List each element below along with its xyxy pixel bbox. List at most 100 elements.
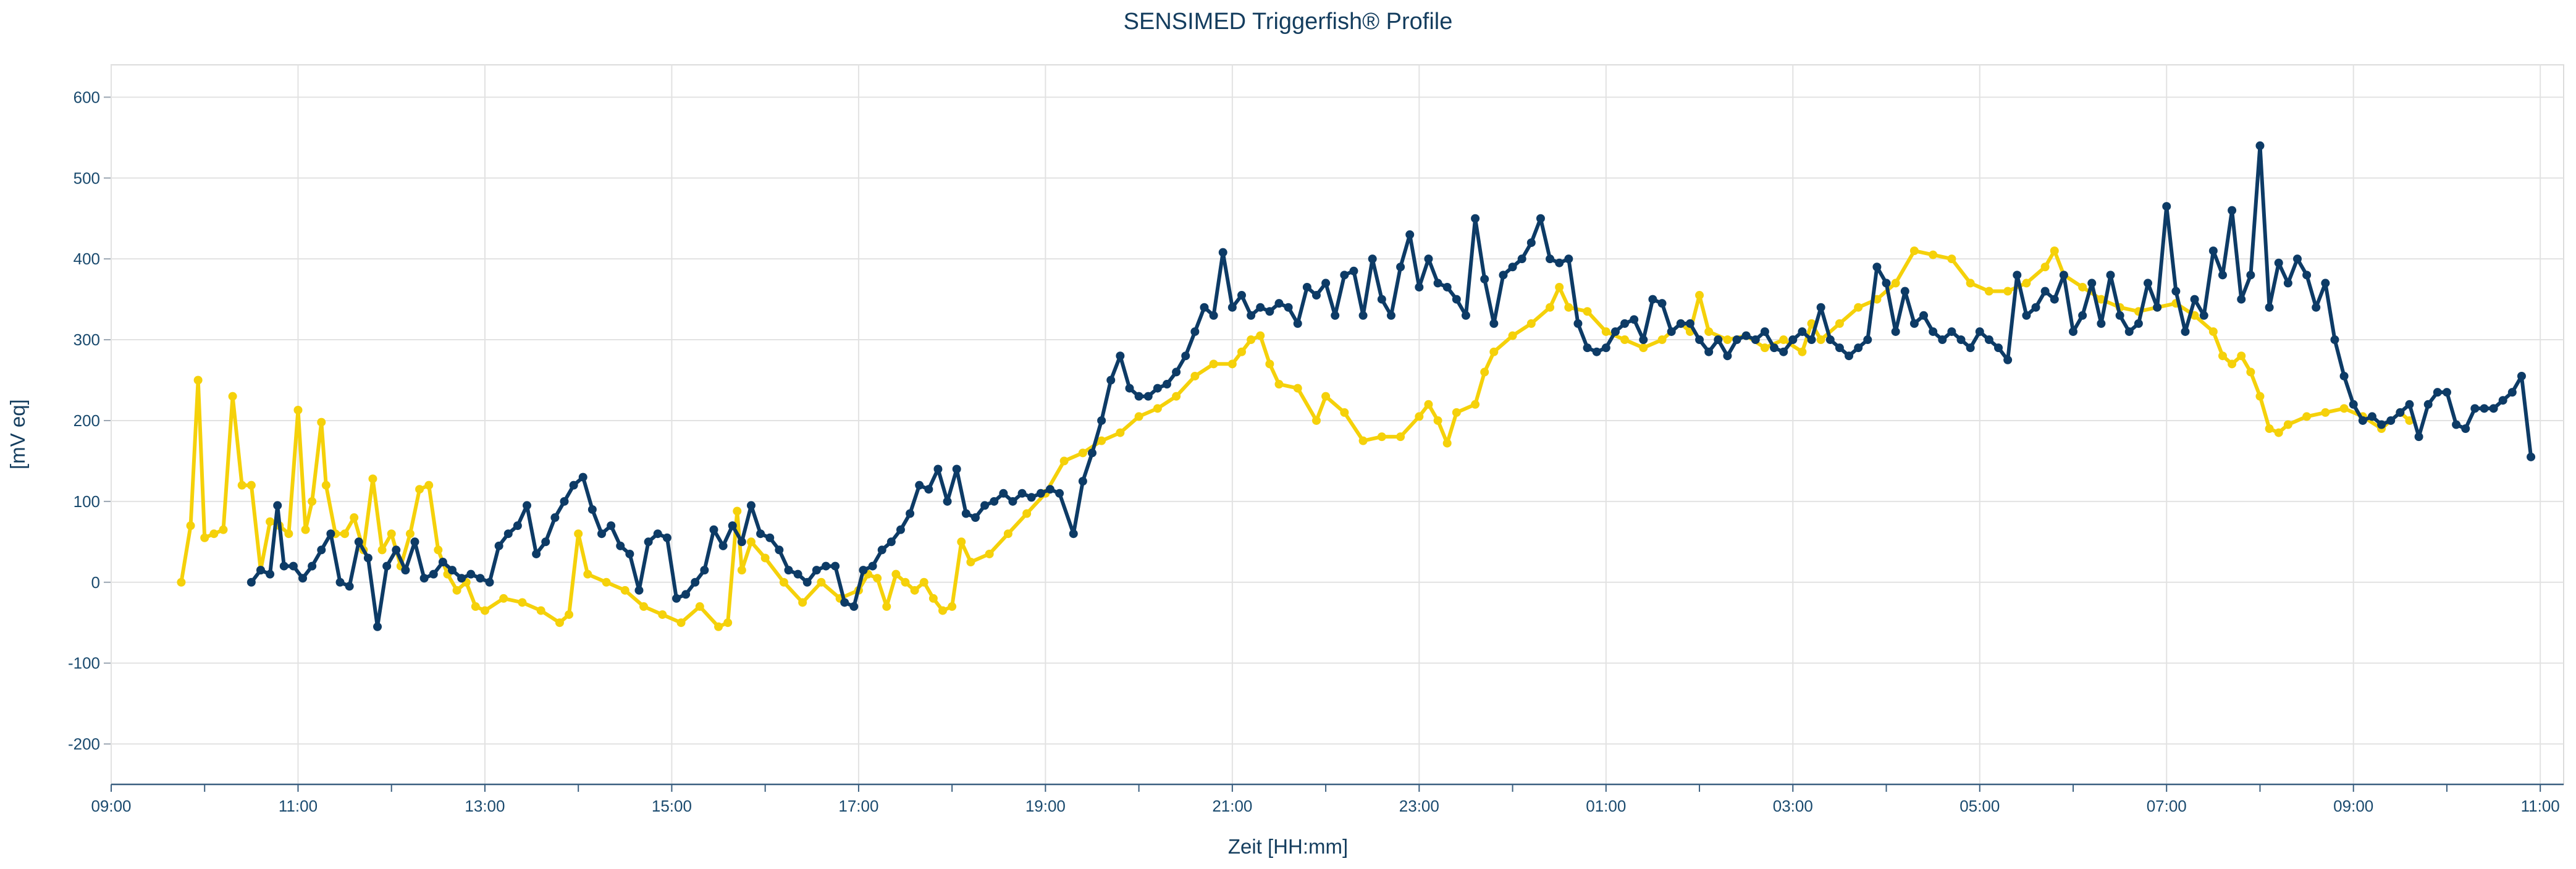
series-2-point bbox=[2349, 400, 2358, 409]
series-1-point bbox=[948, 602, 957, 611]
series-2-point bbox=[1293, 319, 1302, 328]
series-1-point bbox=[2097, 295, 2106, 304]
series-1-point bbox=[2208, 327, 2218, 336]
series-2-point bbox=[438, 558, 447, 567]
series-2-point bbox=[2134, 319, 2143, 328]
series-2-point bbox=[2013, 271, 2022, 280]
series-2-point bbox=[634, 586, 644, 595]
series-2-point bbox=[1302, 282, 1311, 292]
series-2-point bbox=[363, 553, 373, 563]
x-tick-label: 21:00 bbox=[1212, 797, 1252, 815]
series-2-point bbox=[587, 505, 597, 514]
series-2-point bbox=[1321, 279, 1331, 288]
series-2-point bbox=[1854, 343, 1863, 353]
series-2-point bbox=[1583, 343, 1592, 353]
series-2-point bbox=[2330, 335, 2339, 345]
series-1-point bbox=[284, 529, 293, 539]
series-2-point bbox=[273, 501, 282, 510]
series-2-point bbox=[1741, 331, 1751, 340]
series-1-point bbox=[2302, 412, 2312, 421]
series-1-point bbox=[1172, 392, 1181, 401]
series-1-point bbox=[1190, 371, 1200, 380]
series-2-point bbox=[532, 549, 541, 558]
series-2-point bbox=[1078, 477, 1087, 486]
series-1-point bbox=[293, 405, 303, 414]
series-1-point bbox=[1153, 404, 1162, 413]
series-2-point bbox=[2255, 141, 2265, 150]
series-1-point bbox=[1452, 408, 1461, 417]
x-tick-label: 09:00 bbox=[2333, 797, 2373, 815]
series-1-point bbox=[308, 497, 317, 506]
series-2-point bbox=[2358, 416, 2367, 425]
series-1-point bbox=[1508, 331, 1517, 340]
series-2-point bbox=[1704, 347, 1714, 356]
series-1-point bbox=[480, 606, 489, 615]
series-2-point bbox=[1816, 303, 1825, 312]
series-1-point bbox=[1209, 359, 1218, 369]
series-2-point bbox=[1190, 327, 1200, 336]
series-2-point bbox=[1274, 299, 1284, 308]
series-2-point bbox=[1835, 343, 1844, 353]
series-2-point bbox=[1845, 351, 1854, 361]
series-2-point bbox=[1461, 311, 1470, 320]
x-tick-label: 01:00 bbox=[1586, 797, 1626, 815]
series-2-point bbox=[1181, 351, 1190, 361]
series-1-point bbox=[340, 529, 350, 539]
series-2-point bbox=[1116, 351, 1125, 361]
series-2-point bbox=[653, 529, 662, 539]
series-2-point bbox=[802, 577, 812, 587]
series-1-point bbox=[714, 622, 723, 631]
series-1-point bbox=[2237, 351, 2246, 361]
series-1-point bbox=[1639, 343, 1648, 353]
series-1-point bbox=[798, 598, 807, 607]
series-2-point bbox=[2040, 287, 2050, 296]
series-1-point bbox=[368, 474, 377, 484]
series-2-point bbox=[2115, 311, 2124, 320]
series-2-point bbox=[933, 464, 943, 474]
series-2-point bbox=[1340, 271, 1349, 280]
series-2-point bbox=[1396, 262, 1405, 272]
series-1-point bbox=[676, 618, 686, 628]
series-1-point bbox=[1564, 303, 1573, 312]
y-tick-label: 0 bbox=[91, 573, 100, 592]
x-tick-label: 03:00 bbox=[1773, 797, 1813, 815]
series-1-point bbox=[518, 598, 527, 607]
series-2-point bbox=[1442, 282, 1452, 292]
series-2-point bbox=[1639, 335, 1648, 345]
series-1-point bbox=[228, 392, 237, 401]
series-2-point bbox=[266, 569, 275, 579]
series-2-point bbox=[1648, 295, 1657, 304]
series-2-point bbox=[2517, 371, 2526, 380]
series-2-point bbox=[784, 566, 793, 575]
series-2-point bbox=[1237, 291, 1246, 300]
series-2-point bbox=[1008, 497, 1017, 506]
series-2-point bbox=[1424, 254, 1433, 264]
series-2-point bbox=[915, 481, 924, 490]
series-2-point bbox=[1172, 367, 1181, 377]
series-2-point bbox=[1938, 335, 1947, 345]
series-2-point bbox=[1872, 262, 1882, 272]
series-2-point bbox=[2153, 303, 2162, 312]
series-2-point bbox=[1723, 351, 1732, 361]
series-2-point bbox=[662, 533, 671, 542]
series-1-point bbox=[1779, 335, 1788, 345]
series-2-point bbox=[1027, 493, 1036, 502]
x-tick-label: 19:00 bbox=[1025, 797, 1066, 815]
series-2-point bbox=[541, 537, 550, 547]
series-1-point bbox=[1256, 331, 1265, 340]
series-1-point bbox=[350, 513, 359, 523]
series-2-point bbox=[1045, 485, 1054, 494]
series-2-point bbox=[2162, 202, 2171, 211]
series-1-point bbox=[938, 606, 948, 615]
series-2-point bbox=[1732, 335, 1741, 345]
series-2-point bbox=[308, 561, 317, 571]
series-2-point bbox=[326, 529, 335, 539]
series-2-point bbox=[1601, 343, 1610, 353]
series-1-point bbox=[985, 549, 994, 558]
series-2-point bbox=[671, 594, 681, 603]
series-2-point bbox=[999, 489, 1008, 498]
series-1-point bbox=[424, 481, 434, 490]
series-2-point bbox=[373, 622, 382, 631]
series-1-point bbox=[2321, 408, 2330, 417]
series-1-point bbox=[1816, 335, 1825, 345]
